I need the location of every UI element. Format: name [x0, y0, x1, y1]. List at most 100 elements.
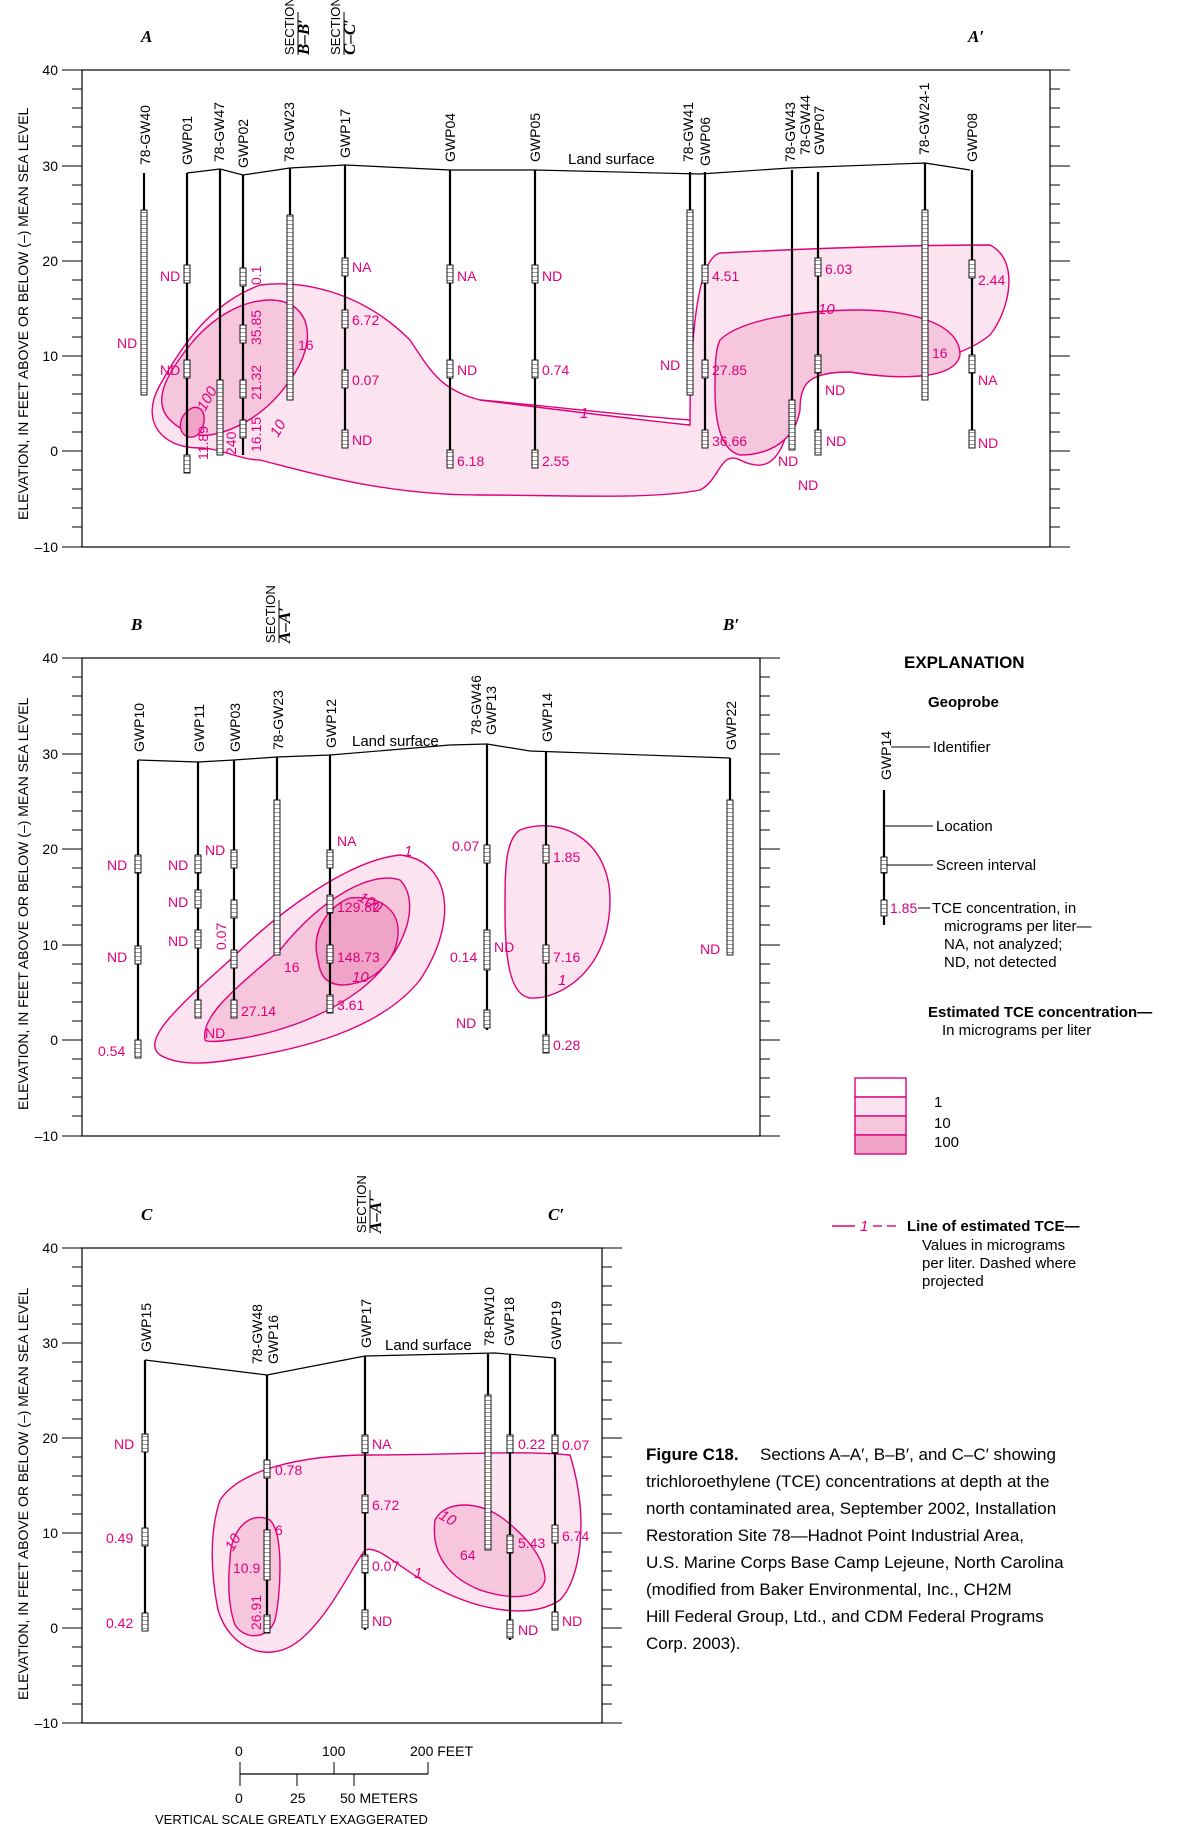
line-example-label: 1: [860, 1218, 868, 1235]
tce-desc: micrograms per liter—: [944, 918, 1092, 935]
tce-value: ND: [352, 432, 372, 448]
tce-value: ND: [114, 1436, 134, 1452]
example-value: 1.85: [890, 900, 917, 916]
tce-value: ND: [160, 268, 180, 284]
tce-value: 64: [460, 1547, 476, 1563]
well-id: GWP02: [235, 119, 251, 168]
line-title: Line of estimated TCE—: [907, 1218, 1080, 1235]
well-id: GWP11: [191, 704, 207, 752]
y-tick: 20: [42, 253, 58, 269]
scale-note: VERTICAL SCALE GREATLY EXAGGERATED: [155, 1812, 428, 1827]
tce-value: 16: [298, 337, 314, 353]
well-id: 78-GW47: [211, 102, 227, 162]
tce-value: 5.43: [518, 1535, 545, 1551]
caption-label: Figure C18.: [646, 1445, 739, 1464]
tce-value: ND: [168, 857, 188, 873]
section-tag: A–A′: [275, 607, 294, 644]
y-tick: 40: [42, 1240, 58, 1256]
line-desc: per liter. Dashed where: [922, 1255, 1076, 1272]
tce-value: 0.07: [562, 1437, 589, 1453]
tce-value: 2.44: [978, 272, 1005, 288]
well-id: 78-GW44: [797, 95, 813, 155]
contour-label: 10: [267, 416, 290, 440]
tce-value: ND: [205, 1025, 225, 1041]
well-id: GWP17: [337, 109, 353, 158]
y-tick: –10: [35, 1715, 59, 1731]
geoprobe-heading: Geoprobe: [928, 694, 999, 711]
well-id: 78-GW43: [782, 102, 798, 162]
tce-desc: TCE concentration, in: [932, 900, 1076, 917]
tce-value: 1.85: [553, 849, 580, 865]
caption-line: trichloroethylene (TCE) concentrations a…: [646, 1472, 1050, 1491]
scale-meters: 50 METERS: [340, 1790, 418, 1806]
well-id: 78-GW46: [468, 675, 484, 735]
tce-value: 4.51: [712, 268, 739, 284]
y-tick: –10: [35, 539, 59, 555]
section-a: 40 30 20 10 0 –10 ELEVATION, IN FEET ABO…: [15, 0, 1070, 555]
tce-value: 0.14: [450, 949, 477, 965]
tce-value: 3.61: [337, 997, 364, 1013]
well-id: 78-GW23: [270, 690, 286, 750]
tce-value: 16.15: [248, 417, 264, 452]
contour-label: 1: [414, 1565, 422, 1582]
tce-value: ND: [826, 433, 846, 449]
tce-value: ND: [778, 453, 798, 469]
section-tag: SECTION: [354, 1175, 369, 1233]
tce-value: ND: [494, 939, 514, 955]
section-tag: SECTION: [282, 0, 297, 55]
tce-value: 148.73: [337, 949, 380, 965]
well-id: GWP18: [501, 1297, 517, 1346]
contour-10-fill-b: [714, 309, 961, 456]
well-id: GWP07: [811, 106, 827, 155]
y-tick: 30: [42, 1335, 58, 1351]
tce-value: ND: [825, 382, 845, 398]
well-id: GWP13: [483, 686, 499, 735]
explanation: EXPLANATION Geoprobe GWP14 Identifier Lo…: [832, 653, 1152, 1290]
tce-value: NA: [457, 268, 477, 284]
tce-value: 0.1: [248, 265, 264, 285]
land-surface-label: Land surface: [352, 733, 439, 750]
y-tick: –10: [35, 1128, 59, 1144]
y-axis-label: ELEVATION, IN FEET ABOVE OR BELOW (–) ME…: [15, 1287, 31, 1700]
caption-line: Hill Federal Group, Ltd., and CDM Federa…: [646, 1607, 1044, 1626]
caption-line: U.S. Marine Corps Base Camp Lejeune, Nor…: [646, 1553, 1064, 1572]
tce-value: ND: [457, 362, 477, 378]
tce-value: NA: [337, 833, 357, 849]
tce-value: NA: [352, 259, 372, 275]
tce-value: 16: [932, 345, 948, 361]
y-tick: 0: [50, 1620, 58, 1636]
tce-value: ND: [660, 357, 680, 373]
y-axis-label: ELEVATION, IN FEET ABOVE OR BELOW (–) ME…: [15, 697, 31, 1110]
tce-value: 0.22: [518, 1436, 545, 1452]
well-id: GWP22: [723, 701, 739, 750]
tce-value: ND: [168, 894, 188, 910]
y-tick: 0: [50, 1032, 58, 1048]
tce-value: 10.9: [233, 1560, 260, 1576]
tce-value: 129.82: [337, 899, 380, 915]
caption-line: Restoration Site 78—Hadnot Point Industr…: [646, 1526, 1024, 1545]
level-label: 10: [934, 1115, 951, 1132]
well-id: GWP06: [697, 117, 713, 166]
caption-line: Sections A–A′, B–B′, and C–C′ showing: [760, 1445, 1056, 1464]
tce-value: 6.74: [562, 1528, 589, 1544]
well-id: GWP15: [138, 1303, 154, 1352]
figure-caption: Figure C18. Sections A–A′, B–B′, and C–C…: [646, 1445, 1064, 1653]
tce-value: 26.91: [248, 1595, 264, 1630]
scale-feet: 200 FEET: [410, 1743, 473, 1759]
well-id: 78-RW10: [481, 1287, 497, 1346]
y-tick: 0: [50, 443, 58, 459]
level-label: 100: [934, 1134, 959, 1151]
section-tag: A–A′: [366, 1197, 385, 1234]
tce-value: 0.42: [106, 1615, 133, 1631]
level-label: 1: [934, 1094, 942, 1111]
section-tag: C–C′: [340, 19, 359, 55]
well-id: GWP16: [265, 1315, 281, 1364]
tce-value: ND: [107, 857, 127, 873]
well-id: 78-GW41: [680, 102, 696, 162]
tce-desc: NA, not analyzed;: [944, 936, 1062, 953]
contour-1-fill-b: [504, 825, 611, 999]
caption-line: north contaminated area, September 2002,…: [646, 1499, 1056, 1518]
contour-label: 10: [222, 1530, 245, 1554]
well-id: GWP10: [131, 703, 147, 752]
tce-value: ND: [372, 1613, 392, 1629]
